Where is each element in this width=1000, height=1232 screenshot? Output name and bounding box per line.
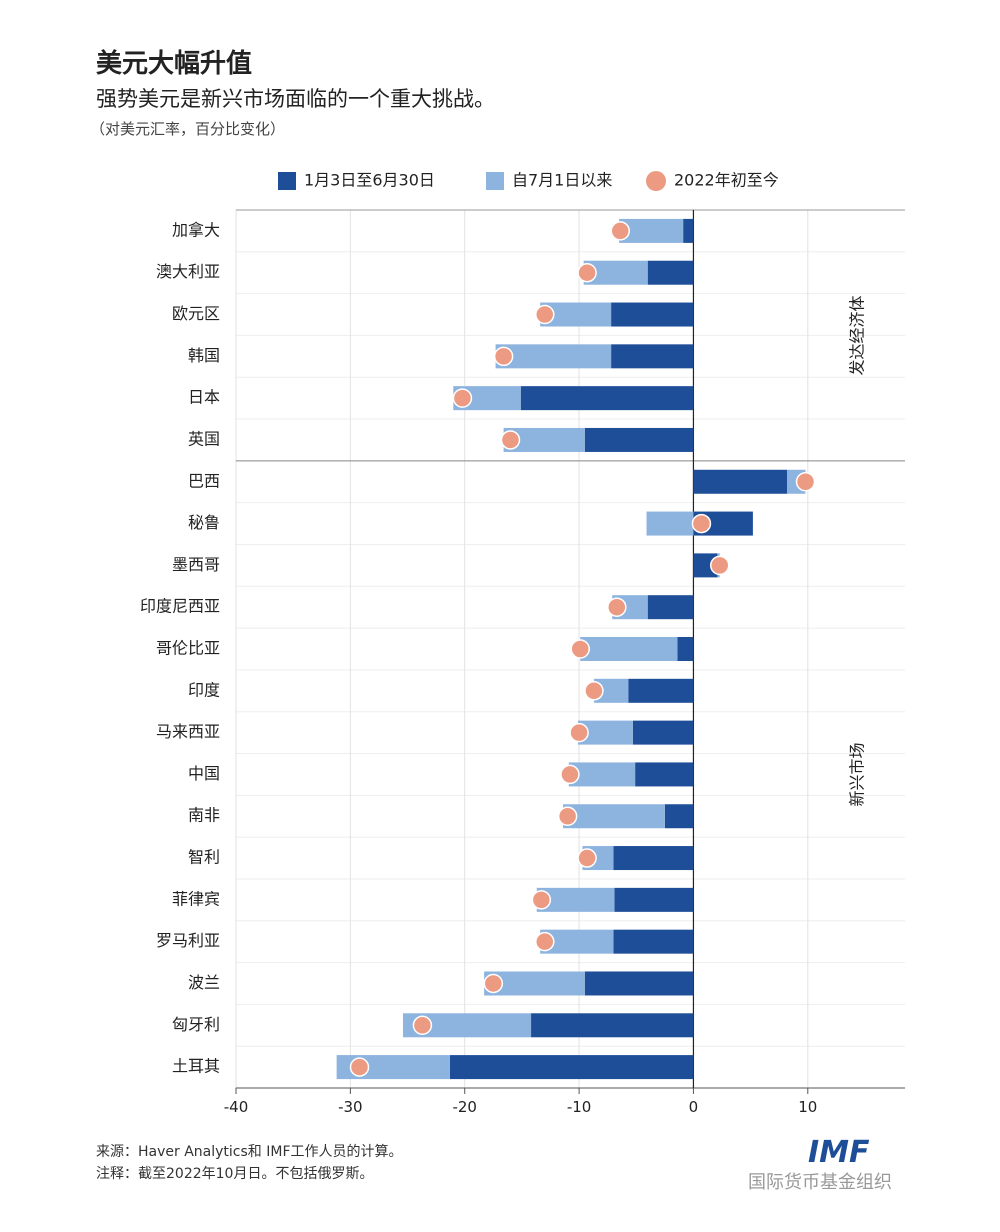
y-tick-label: 波兰 [188, 973, 220, 992]
unit-note: （对美元汇率，百分比变化） [90, 120, 285, 138]
dot [577, 848, 597, 868]
legend-label: 1月3日至6月30日 [304, 171, 435, 190]
bar [614, 887, 694, 912]
y-tick-label: 秘鲁 [188, 513, 220, 532]
legend-marker [278, 172, 296, 190]
note: 注释：截至2022年10月日。不包括俄罗斯。 [96, 1166, 373, 1182]
x-tick-label: -30 [338, 1098, 363, 1116]
y-tick-label: 澳大利亚 [156, 262, 220, 281]
dot [531, 890, 552, 910]
bar [664, 804, 694, 829]
y-tick-label: 土耳其 [172, 1057, 220, 1076]
dot [535, 304, 555, 325]
bar [693, 469, 788, 494]
bar [647, 260, 694, 285]
x-tick-label: -10 [567, 1098, 592, 1116]
bar [531, 1013, 694, 1038]
group-label: 新兴市场 [848, 742, 867, 806]
dot [709, 555, 730, 576]
dot [349, 1057, 370, 1077]
y-tick-label: 马来西亚 [156, 722, 220, 741]
bar [568, 762, 636, 787]
dot [795, 472, 816, 492]
y-tick-label: 中国 [188, 764, 220, 783]
bar [632, 720, 694, 745]
dot [557, 806, 578, 826]
watermark: 国际货币基金组织 [748, 1172, 892, 1193]
y-tick-label: 英国 [188, 429, 220, 448]
source: 来源：Haver Analytics和 IMF工作人员的计算。 [96, 1144, 403, 1160]
dot [412, 1015, 433, 1036]
dot [560, 764, 580, 785]
dot [483, 973, 504, 994]
dot [569, 722, 589, 743]
y-tick-label: 罗马利亚 [156, 931, 220, 950]
dot [610, 221, 630, 241]
bar [628, 678, 694, 703]
bar [611, 302, 694, 327]
bar [677, 637, 694, 661]
dot [584, 681, 604, 701]
y-tick-label: 墨西哥 [172, 555, 220, 574]
legend-marker [646, 171, 666, 191]
y-tick-label: 韩国 [188, 346, 220, 365]
bar [563, 804, 665, 829]
legend-marker [486, 172, 504, 190]
dot [452, 388, 473, 408]
bar [635, 762, 694, 787]
dot [570, 639, 590, 659]
x-tick-label: -40 [224, 1098, 249, 1116]
y-tick-label: 巴西 [188, 471, 220, 490]
bar [647, 595, 694, 620]
bar [613, 846, 694, 871]
x-tick-label: -20 [452, 1098, 477, 1116]
bar [520, 386, 694, 411]
y-tick-label: 南非 [188, 806, 220, 825]
y-tick-label: 智利 [188, 848, 220, 867]
dot [691, 513, 712, 534]
y-tick-label: 印度 [188, 680, 220, 699]
dot [577, 262, 597, 283]
dot [535, 931, 555, 952]
legend-label: 自7月1日以来 [512, 171, 612, 190]
bar [611, 344, 694, 369]
y-tick-label: 菲律宾 [172, 889, 220, 908]
dot [493, 346, 514, 367]
legend-label: 2022年初至今 [674, 171, 779, 190]
x-tick-label: 0 [689, 1098, 699, 1116]
bar [402, 1013, 532, 1038]
bar [613, 929, 694, 954]
y-tick-label: 哥伦比亚 [156, 639, 220, 658]
logo: IMF [808, 1135, 870, 1170]
bar [580, 637, 678, 661]
y-tick-label: 加拿大 [172, 220, 220, 239]
y-tick-label: 欧元区 [172, 304, 220, 323]
x-tick-label: 10 [798, 1098, 817, 1116]
bar [495, 344, 612, 369]
y-tick-label: 匈牙利 [172, 1015, 220, 1034]
dot [607, 597, 627, 617]
bar [584, 971, 694, 996]
bar [584, 427, 694, 452]
bar [449, 1055, 694, 1080]
bar [646, 511, 694, 536]
chart-subtitle: 强势美元是新兴市场面临的一个重大挑战。 [96, 87, 495, 111]
dot [500, 430, 521, 450]
bar [683, 218, 694, 243]
y-tick-label: 印度尼西亚 [140, 597, 220, 616]
group-label: 发达经济体 [848, 295, 867, 375]
y-tick-label: 日本 [188, 388, 220, 407]
chart-title: 美元大幅升值 [96, 48, 252, 79]
